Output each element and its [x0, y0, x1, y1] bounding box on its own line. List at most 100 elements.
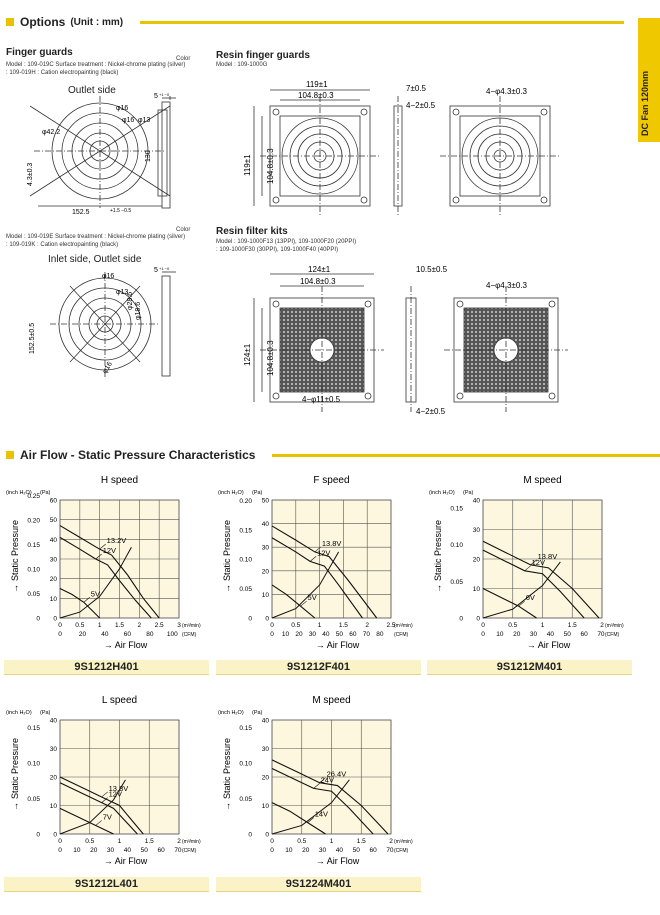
x-cfm-tick-label: 60 — [580, 631, 588, 638]
y-pa-tick-label: 0 — [53, 832, 57, 839]
x-cfm-tick-label: 40 — [322, 631, 330, 638]
options-header-rule — [140, 21, 624, 24]
y-inch-tick-label: 0.20 — [239, 498, 252, 505]
y-pa-unit: (Pa) — [40, 490, 51, 496]
y-inch-tick-label: 0 — [459, 616, 463, 623]
series-label: 5V — [308, 593, 317, 602]
fg1-dim-width: 152.5 — [72, 209, 90, 216]
fg2-dim-height: 152.5±0.5 — [29, 323, 36, 354]
x-m3-unit: (m³/min) — [182, 839, 201, 845]
x-cfm-tick-label: 20 — [295, 631, 303, 638]
fg1-dim-d-top: φ16 — [116, 105, 128, 112]
series-label-leader — [307, 817, 314, 823]
x-m3-tick-label: 2 — [389, 838, 393, 845]
x-cfm-unit: (CFM) — [182, 632, 196, 638]
x-m3-tick-label: 2.5 — [155, 622, 164, 629]
series-line-2 — [271, 802, 326, 835]
y-inch-tick-label: 0.05 — [239, 586, 252, 593]
series-line-0 — [271, 525, 378, 619]
x-m3-tick-label: 1.5 — [339, 622, 348, 629]
y-pa-tick-label: 40 — [50, 718, 58, 725]
series-label-leader — [300, 600, 307, 607]
series-label: 26.4V — [327, 770, 347, 779]
y-pa-tick-label: 0 — [265, 832, 269, 839]
x-cfm-tick-label: 20 — [513, 631, 521, 638]
options-unit: (Unit : mm) — [70, 16, 124, 28]
y-pa-tick-label: 10 — [262, 592, 270, 599]
x-m3-tick-label: 0.5 — [85, 838, 94, 845]
y-inch-tick-label: 0.10 — [27, 567, 40, 574]
x-cfm-unit: (CFM) — [394, 632, 408, 638]
fg2-view-label: Inlet side, Outlet side — [48, 254, 142, 265]
x-m3-tick-label: 1.5 — [145, 838, 154, 845]
chart-h-speed-svg: H speed(inch H₂O) (Pa)010203040506000.050… — [6, 475, 201, 650]
series-line-0 — [482, 540, 600, 619]
system-curve — [59, 779, 126, 835]
x-m3-tick-label: 1.5 — [357, 838, 366, 845]
y-axis-label: Static Pressure — [433, 520, 443, 581]
side-tab-label: DC Fan 120mm — [640, 70, 650, 136]
rfk-dim-h-inner: 104.8±0.3 — [266, 340, 275, 376]
x-m3-tick-label: 3 — [177, 622, 181, 629]
y-pa-tick-label: 30 — [473, 527, 481, 534]
x-m3-unit: (m³/min) — [605, 623, 624, 629]
rfk-dim-bottom-holes: 4−φ11±0.5 — [302, 395, 341, 404]
x-cfm-tick-label: 40 — [124, 847, 132, 854]
series-line-1 — [59, 782, 138, 835]
y-pa-tick-label: 20 — [262, 568, 270, 575]
rfg-dim-h-outer: 119±1 — [243, 154, 252, 176]
x-m3-tick-label: 0 — [270, 838, 274, 845]
fg2-model-line1: Model : 109-019E Surface treatment : Nic… — [6, 234, 186, 240]
fg1-dim-d-rt: φ16 — [122, 117, 134, 124]
x-cfm-tick-label: 0 — [481, 631, 485, 638]
y-pa-unit: (Pa) — [252, 490, 263, 496]
airflow-header-rule — [272, 454, 660, 457]
x-cfm-tick-label: 40 — [336, 847, 344, 854]
series-label-leader — [101, 791, 108, 798]
airflow-title: Air Flow - Static Pressure Characteristi… — [20, 448, 256, 462]
chart-title: L speed — [102, 695, 137, 706]
series-line-0 — [271, 759, 389, 835]
x-cfm-tick-label: 30 — [107, 847, 115, 854]
fg1-dim-thick: 5 — [154, 93, 158, 100]
series-line-1 — [271, 537, 363, 619]
x-cfm-tick-label: 30 — [309, 631, 317, 638]
resin-finger-guard-drawing: 119±1 104.8±0.3 119±1 104.8±0.3 7±0.5 4−… — [243, 80, 560, 216]
airflow-header: Air Flow - Static Pressure Characteristi… — [6, 447, 255, 463]
x-cfm-tick-label: 20 — [90, 847, 98, 854]
system-curve — [271, 779, 350, 835]
fg2-color-heading: Color — [176, 227, 191, 233]
y-inch-tick-label: 0.20 — [27, 518, 40, 525]
y-pa-tick-label: 40 — [262, 718, 270, 725]
x-m3-tick-label: 0.5 — [508, 622, 517, 629]
y-pa-tick-label: 40 — [473, 498, 481, 505]
x-cfm-tick-label: 100 — [167, 631, 178, 638]
resin-filter-kits-title: Resin filter kits — [216, 226, 288, 237]
y-inch-unit: (inch H₂O) — [429, 490, 455, 496]
y-pa-tick-label: 30 — [262, 746, 270, 753]
x-cfm-tick-label: 60 — [124, 631, 132, 638]
x-cfm-tick-label: 50 — [141, 847, 149, 854]
x-cfm-tick-label: 80 — [376, 631, 384, 638]
series-label: 7V — [103, 812, 112, 821]
resin-filter-kits-model-line1: Model : 109-1000F13 (13PPI), 109-1000F20… — [216, 239, 357, 245]
y-inch-tick-label: 0.05 — [450, 579, 463, 586]
x-cfm-tick-label: 40 — [101, 631, 109, 638]
system-curve — [482, 561, 561, 619]
y-pa-tick-label: 50 — [262, 498, 270, 505]
rfk-dim-depth: 10.5±0.5 — [416, 265, 448, 274]
fg1-color-heading: Color — [176, 56, 191, 62]
y-inch-tick-label: 0.05 — [239, 796, 252, 803]
series-label: 13.8V — [538, 552, 558, 561]
series-label: 13.2V — [107, 536, 127, 545]
finger-guard-outlet-drawing: φ16 φ13 φ42.2 φ16 130 4.3±0.3 152.5 +1.5… — [27, 96, 171, 216]
x-cfm-tick-label: 30 — [319, 847, 327, 854]
x-cfm-tick-label: 0 — [270, 631, 274, 638]
finger-guard-inlet-side-view: 5 +1 −0 — [154, 266, 176, 377]
x-cfm-tick-label: 50 — [353, 847, 361, 854]
y-pa-tick-label: 30 — [50, 557, 58, 564]
x-axis-label: → Air Flow — [104, 856, 148, 866]
series-label: 13.8V — [109, 784, 129, 793]
chart-title: H speed — [101, 475, 138, 486]
model-bar-9s1212h401: 9S1212H401 — [4, 660, 209, 675]
